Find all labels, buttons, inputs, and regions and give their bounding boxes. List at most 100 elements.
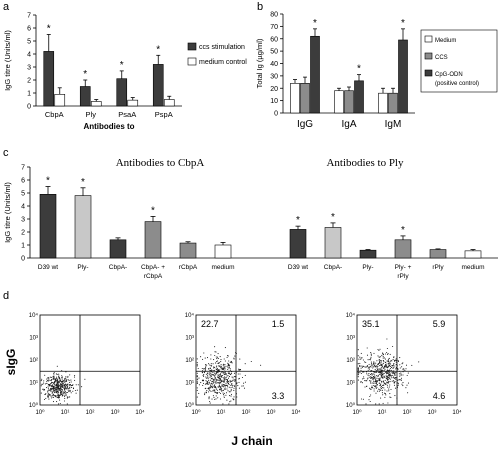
d-event-dot bbox=[58, 377, 60, 379]
d-event-dot bbox=[70, 381, 72, 383]
d-event-dot bbox=[204, 357, 206, 359]
d-event-dot bbox=[376, 386, 378, 388]
d-event-dot bbox=[369, 380, 371, 382]
d-event-dot bbox=[51, 392, 53, 394]
c-significance-star: * bbox=[401, 225, 405, 236]
d-event-dot bbox=[362, 378, 364, 380]
d-event-dot bbox=[203, 374, 205, 376]
d-xtick-label: 10¹ bbox=[61, 410, 70, 416]
d-event-dot bbox=[374, 377, 376, 379]
d-event-dot bbox=[203, 372, 206, 374]
d-event-dot bbox=[211, 386, 213, 388]
d-event-dot bbox=[390, 375, 392, 377]
d-event-dot bbox=[227, 380, 229, 382]
d-event-dot bbox=[399, 367, 401, 369]
legend-b-swatch-1 bbox=[424, 35, 433, 43]
d-event-dot bbox=[225, 392, 228, 394]
d-event-dot bbox=[364, 380, 366, 382]
d-event-dot bbox=[401, 366, 403, 368]
d-event-dot bbox=[226, 388, 228, 390]
d-event-dot bbox=[43, 389, 45, 391]
d-event-dot bbox=[61, 386, 63, 388]
d-event-dot bbox=[226, 356, 228, 358]
d-event-dot bbox=[212, 379, 214, 381]
d-event-dot bbox=[375, 392, 377, 394]
d-event-dot bbox=[383, 387, 385, 389]
d-event-dot bbox=[397, 383, 399, 385]
d-event-dot bbox=[405, 364, 408, 366]
d-event-dot bbox=[385, 394, 387, 396]
d-event-dot bbox=[230, 387, 232, 389]
d-event-dot bbox=[47, 390, 49, 392]
d-event-dot bbox=[388, 390, 390, 392]
d-event-dot bbox=[44, 383, 46, 385]
d-event-dot bbox=[214, 381, 216, 383]
d-event-dot bbox=[218, 377, 220, 380]
b-ytick-label: 40 bbox=[270, 61, 278, 68]
d-event-dot bbox=[51, 386, 53, 388]
d-event-dot bbox=[383, 361, 385, 363]
d-event-dot bbox=[64, 397, 66, 399]
d-xtick-label: 10⁰ bbox=[35, 409, 45, 416]
d-event-dot bbox=[57, 382, 59, 384]
d-event-dot bbox=[224, 364, 226, 366]
d-event-dot bbox=[396, 397, 398, 399]
d-event-dot bbox=[377, 375, 379, 377]
d-event-dot bbox=[382, 372, 384, 374]
d-event-dot bbox=[374, 376, 376, 378]
d-ytick-label: 10¹ bbox=[346, 381, 355, 387]
d-event-dot bbox=[370, 373, 372, 375]
d-event-dot bbox=[205, 365, 207, 367]
legend-a-swatch-2 bbox=[187, 57, 197, 66]
legend-b-label-4: (positive control) bbox=[435, 81, 479, 87]
d-event-dot bbox=[379, 371, 381, 373]
d-event-dot bbox=[196, 389, 198, 391]
d-event-dot bbox=[390, 388, 392, 391]
d-event-dot bbox=[364, 386, 366, 388]
d-event-dot bbox=[386, 338, 388, 340]
d-event-dot bbox=[241, 385, 243, 387]
d-event-dot bbox=[57, 403, 60, 405]
d-event-dot bbox=[48, 378, 50, 380]
d-event-dot bbox=[359, 362, 361, 364]
d-event-dot bbox=[68, 379, 70, 381]
d-event-dot bbox=[48, 389, 50, 391]
d-event-dot bbox=[223, 395, 225, 397]
d-event-dot bbox=[61, 370, 63, 372]
d-event-dot bbox=[53, 372, 55, 374]
d-event-dot bbox=[59, 380, 61, 382]
d-event-dot bbox=[218, 391, 220, 393]
d-event-dot bbox=[243, 387, 246, 389]
d-event-dot bbox=[403, 369, 405, 371]
d-event-dot bbox=[238, 377, 240, 379]
d-event-dot bbox=[233, 358, 235, 360]
d-event-dot bbox=[383, 382, 385, 384]
d-event-dot bbox=[201, 367, 203, 370]
d-event-dot bbox=[379, 348, 381, 350]
d-event-dot bbox=[407, 392, 409, 394]
d-event-dot bbox=[373, 366, 375, 368]
d-event-dot bbox=[381, 392, 383, 394]
d-event-dot bbox=[392, 376, 395, 378]
d-event-dot bbox=[384, 376, 386, 378]
d-event-dot bbox=[45, 397, 47, 399]
d-event-dot bbox=[392, 367, 394, 370]
d-event-dot bbox=[220, 361, 222, 363]
d-event-dot bbox=[208, 391, 210, 393]
d-event-dot bbox=[384, 358, 386, 360]
c-significance-star: * bbox=[331, 212, 335, 223]
d-event-dot bbox=[59, 389, 62, 391]
d-event-dot bbox=[206, 357, 209, 359]
d-event-dot bbox=[377, 348, 379, 351]
d-event-dot bbox=[215, 379, 217, 381]
d-event-dot bbox=[393, 381, 395, 383]
d-event-dot bbox=[384, 383, 386, 385]
d-event-dot bbox=[210, 371, 212, 373]
d-event-dot bbox=[228, 364, 230, 366]
d-event-dot bbox=[372, 367, 374, 369]
d-event-dot bbox=[396, 366, 398, 368]
d-event-dot bbox=[200, 356, 202, 358]
d-event-dot bbox=[60, 393, 62, 396]
d-event-dot bbox=[49, 394, 51, 396]
d-xtick-label: 10⁰ bbox=[352, 409, 362, 416]
